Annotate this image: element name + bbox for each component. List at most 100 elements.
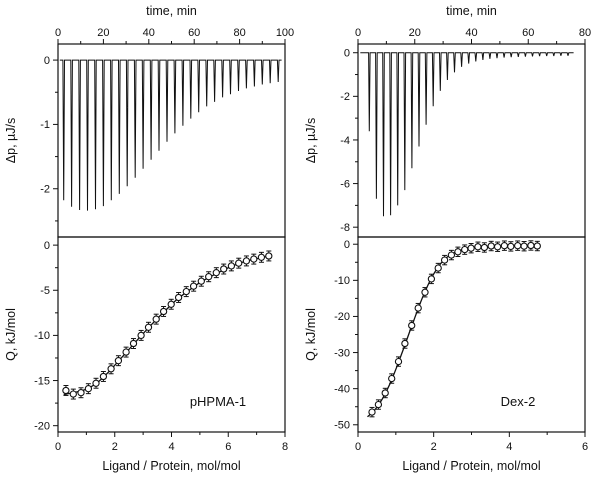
data-point-marker <box>527 241 535 250</box>
data-point-marker <box>487 242 495 250</box>
data-point-marker <box>474 243 482 251</box>
data-point-marker <box>507 242 515 251</box>
plot-frame <box>357 236 586 433</box>
data-point-marker <box>520 242 528 250</box>
data-point-marker <box>388 374 396 383</box>
thermogram-trace <box>360 52 574 217</box>
data-points <box>368 241 541 416</box>
y-tick-label: 0 <box>344 239 350 251</box>
x-tick-label: 40 <box>143 27 155 39</box>
x-tick-label: 8 <box>282 441 288 453</box>
data-point-marker <box>144 323 153 331</box>
fit-curve <box>367 245 540 418</box>
x-tick-label: 2 <box>431 441 437 453</box>
plot-frame <box>57 236 286 433</box>
data-point-marker <box>447 251 456 259</box>
data-point-marker <box>69 390 77 398</box>
y-tick-label: -50 <box>334 420 350 432</box>
data-point-marker <box>467 244 475 252</box>
panel-label: Dex-2 <box>501 394 536 409</box>
plot-frame <box>57 43 286 238</box>
x-tick-label: 4 <box>506 441 512 453</box>
y-tick-label: -15 <box>34 375 50 387</box>
y-tick-label: -1 <box>40 119 50 131</box>
data-point-marker <box>212 269 220 277</box>
x-tick-label: 20 <box>409 27 421 39</box>
x-tick-label: 6 <box>225 441 231 453</box>
panel-label: pHPMA-1 <box>190 394 246 409</box>
plot-frame <box>357 43 586 238</box>
y-tick-label: -20 <box>334 311 350 323</box>
data-point-marker <box>220 265 228 273</box>
fit-curve <box>63 255 270 396</box>
y-axis-label: Δp, µJ/s <box>4 118 18 163</box>
y-tick-label: 0 <box>44 240 50 252</box>
error-bars <box>369 240 540 418</box>
x-tick-label: 6 <box>582 441 588 453</box>
x-axis-label: Ligand / Protein, mol/mol <box>402 459 540 473</box>
data-point-marker <box>374 400 383 409</box>
y-tick-label: 0 <box>344 48 350 60</box>
x-tick-label: 2 <box>112 441 118 453</box>
y-tick-label: -2 <box>40 184 50 196</box>
data-point-marker <box>242 257 251 265</box>
x-tick-label: 60 <box>188 27 200 39</box>
y-axis-label: Q, kJ/mol <box>304 308 318 361</box>
thermogram-trace <box>59 59 282 211</box>
y-tick-label: -5 <box>40 285 50 297</box>
data-point-marker <box>440 256 449 264</box>
data-point-marker <box>84 385 93 393</box>
data-points <box>62 252 273 398</box>
data-point-marker <box>408 321 416 330</box>
time-axis-label: time, min <box>446 4 497 18</box>
data-point-marker <box>500 242 509 250</box>
x-tick-label: 4 <box>168 441 174 453</box>
time-axis-label: time, min <box>146 4 197 18</box>
panel-phpma1: 0 20 40 60 80 100 0 -1 -2 time, min Δp, µJ/s 0 2 4 6 8 0… <box>4 4 294 473</box>
x-tick-label: 80 <box>579 27 591 39</box>
data-point-marker <box>114 357 123 365</box>
data-point-marker <box>427 275 436 283</box>
data-point-marker <box>137 331 145 340</box>
data-point-marker <box>454 248 462 256</box>
y-axis-label: Δp, µJ/s <box>304 118 318 163</box>
x-axis-label: Ligand / Protein, mol/mol <box>102 459 240 473</box>
thermogram-axes: 0 20 40 60 80 100 0 -1 -2 time, min Δp, µJ/s <box>4 4 294 238</box>
data-point-marker <box>167 300 175 308</box>
data-point-marker <box>92 379 100 387</box>
x-tick-label: 0 <box>355 441 361 453</box>
data-point-marker <box>381 389 389 397</box>
data-point-marker <box>514 242 522 250</box>
panel-dex2: 0 20 40 60 80 0 -2 -4 -6 -8 time, min Δp, µJ/s 0 2 4 6 0… <box>300 0 600 483</box>
y-tick-label: -10 <box>34 330 50 342</box>
isotherm-axes: 0 2 4 6 8 0 -5 -10 -15 -20 Ligand / Protein, mol/m… <box>4 236 288 473</box>
x-tick-label: 40 <box>465 27 477 39</box>
y-tick-label: -8 <box>340 222 350 234</box>
data-point-marker <box>159 307 168 316</box>
x-tick-label: 20 <box>97 27 109 39</box>
data-point-marker <box>250 255 258 263</box>
x-tick-label: 0 <box>55 441 61 453</box>
data-point-marker <box>401 339 409 348</box>
data-point-marker <box>368 408 376 416</box>
data-point-marker <box>129 339 138 348</box>
x-tick-label: 0 <box>355 27 361 39</box>
data-point-marker <box>197 277 205 285</box>
data-point-marker <box>99 372 108 381</box>
y-tick-label: -20 <box>34 420 50 432</box>
data-point-marker <box>62 386 70 395</box>
data-point-marker <box>77 389 85 397</box>
thermogram-axes: 0 20 40 60 80 0 -2 -4 -6 -8 time, min Δp, µJ/s <box>304 4 591 238</box>
data-point-marker <box>414 304 422 312</box>
data-point-marker <box>257 253 266 261</box>
data-point-marker <box>205 273 213 281</box>
data-point-marker <box>122 348 130 356</box>
error-bars <box>63 250 272 400</box>
y-tick-label: 0 <box>44 55 50 67</box>
data-point-marker <box>107 365 115 373</box>
y-tick-label: -10 <box>334 275 350 287</box>
y-tick-label: -30 <box>334 347 350 359</box>
